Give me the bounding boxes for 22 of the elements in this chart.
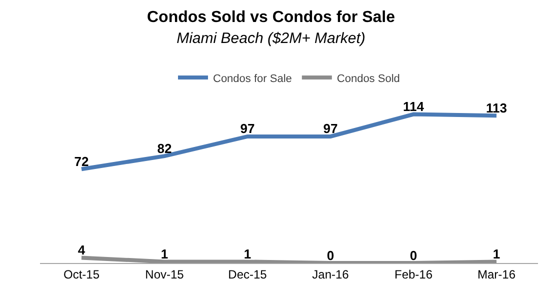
x-tick-label: Oct-15 [63,267,100,282]
legend-label: Condos Sold [336,72,400,85]
x-tick-label: Mar-16 [477,267,516,282]
x-tick-label: Dec-15 [228,267,268,282]
data-label: 1 [160,246,168,262]
data-label: 97 [240,121,255,136]
data-label: 114 [403,99,425,114]
data-label: 1 [244,246,252,262]
data-label: 72 [74,154,89,169]
x-tick-label: Nov-15 [145,267,184,282]
data-label: 4 [78,242,86,258]
data-label: 1 [492,246,500,262]
data-label: 113 [486,100,507,116]
data-label: 0 [326,248,334,263]
data-label: 0 [410,248,418,263]
x-tick-label: Jan-16 [312,267,350,282]
data-label: 82 [157,140,172,156]
chart-subtitle: Miami Beach ($2M+ Market) [176,30,366,47]
data-label: 97 [323,121,338,136]
chart-title: Condos Sold vs Condos for Sale [146,8,396,26]
x-tick-label: Feb-16 [394,267,433,282]
legend-label: Condos for Sale [213,72,292,85]
